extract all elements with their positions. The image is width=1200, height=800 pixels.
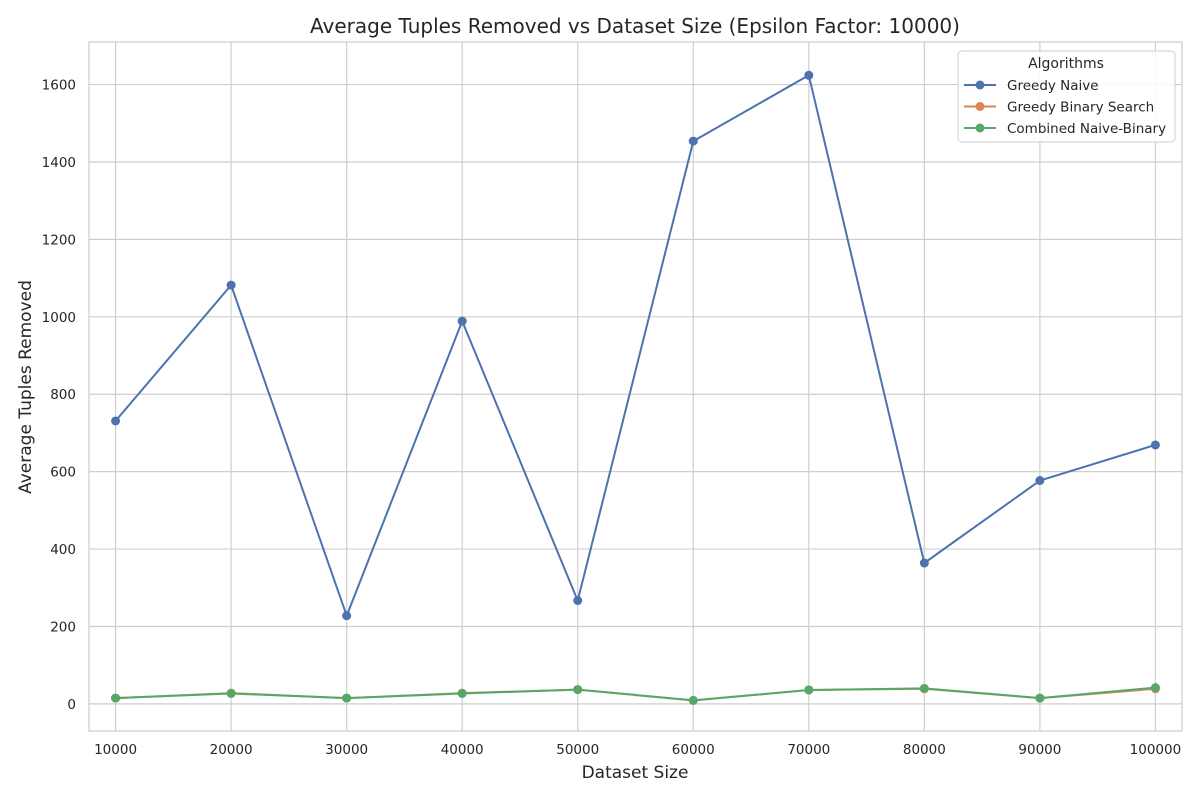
data-point	[111, 693, 121, 703]
y-tick-label: 1600	[42, 78, 76, 94]
y-tick-label: 400	[50, 542, 76, 558]
y-tick-label: 0	[67, 697, 76, 713]
legend-box	[957, 50, 1176, 143]
series-line	[114, 74, 1156, 617]
y-tick-label: 1200	[42, 232, 76, 248]
x-tick-label: 30000	[325, 742, 368, 758]
data-point	[1035, 476, 1045, 486]
y-axis-label: Average Tuples Removed	[16, 280, 36, 494]
data-point	[457, 316, 467, 326]
x-tick-label: 100000	[1130, 742, 1182, 758]
y-tick-label: 1000	[42, 310, 76, 326]
series-0	[111, 70, 1160, 621]
data-point	[342, 611, 352, 621]
y-tick-labels: 0 200 400 600 800 1000 1200 1400 1600	[42, 78, 76, 713]
data-point	[688, 136, 698, 146]
data-point	[804, 685, 814, 695]
data-point	[573, 685, 583, 695]
series-layer	[111, 70, 1160, 705]
x-tick-label: 40000	[441, 742, 484, 758]
x-tick-label: 20000	[210, 742, 253, 758]
data-point	[111, 416, 121, 426]
plot-frame	[88, 41, 1183, 732]
legend-label: Greedy Binary Search	[1007, 100, 1154, 116]
legend-swatch-marker	[975, 80, 985, 90]
data-point	[688, 695, 698, 705]
data-point	[804, 70, 814, 80]
legend-label: Combined Naive-Binary	[1007, 121, 1166, 137]
series-2	[111, 683, 1160, 705]
series-line	[115, 686, 1156, 702]
y-tick-label: 1400	[42, 155, 76, 171]
legend-swatch-marker	[975, 102, 985, 111]
data-point	[919, 558, 929, 568]
x-tick-label: 50000	[556, 742, 599, 758]
y-tick-label: 600	[50, 465, 76, 481]
chart-title: Average Tuples Removed vs Dataset Size (…	[310, 14, 960, 38]
y-tick-label: 800	[50, 387, 76, 403]
x-tick-labels: 10000 20000 30000 40000 50000 60000 70000 80000…	[94, 742, 1181, 758]
legend-label: Greedy Naive	[1007, 78, 1099, 94]
data-point	[226, 280, 236, 290]
data-point	[919, 683, 929, 693]
x-tick-label: 70000	[787, 742, 830, 758]
data-point	[1150, 440, 1160, 450]
data-point	[573, 596, 583, 606]
legend: Algorithms Greedy Naive Greedy Binary Sea…	[957, 50, 1176, 143]
data-point	[457, 688, 467, 698]
data-point	[226, 688, 236, 698]
legend-title: Algorithms	[1028, 56, 1104, 72]
y-tick-label: 200	[50, 619, 76, 635]
data-point	[342, 693, 352, 703]
x-tick-label: 80000	[903, 742, 946, 758]
grid	[89, 42, 1182, 731]
x-axis-label: Dataset Size	[582, 763, 689, 783]
legend-items: Greedy Naive Greedy Binary Search Combined…	[964, 78, 1166, 137]
x-tick-label: 60000	[672, 742, 715, 758]
legend-swatch-marker	[975, 123, 985, 133]
x-tick-label: 10000	[94, 742, 137, 758]
x-tick-label: 90000	[1018, 742, 1061, 758]
data-point	[1035, 693, 1045, 703]
data-point	[1150, 683, 1160, 693]
